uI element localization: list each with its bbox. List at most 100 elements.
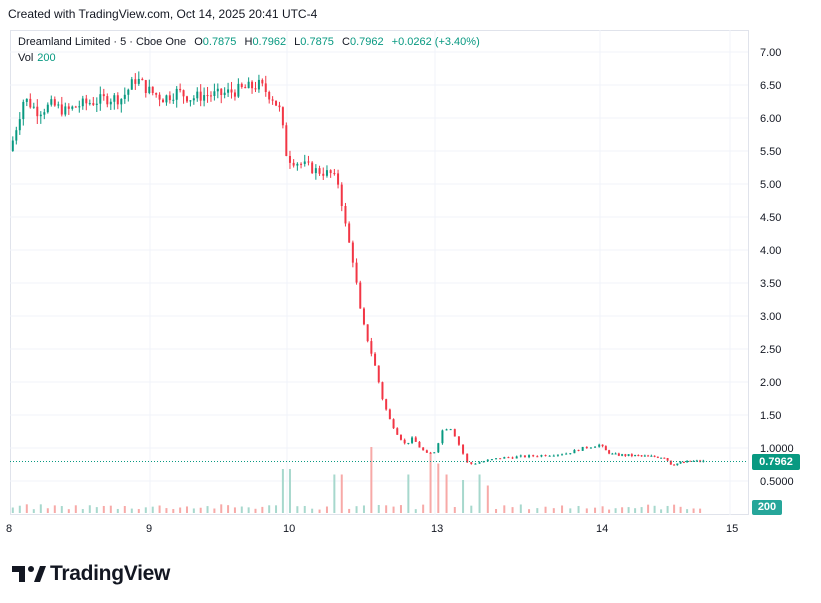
y-tick-label: 3.50 — [760, 278, 781, 290]
candle-body — [552, 455, 555, 457]
volume-bar — [74, 505, 77, 513]
volume-label: Vol — [18, 52, 34, 64]
candle-body — [569, 453, 572, 455]
volume-bar — [206, 506, 209, 513]
candle-body — [230, 89, 233, 93]
candle-body — [151, 86, 154, 93]
volume-bar — [179, 507, 182, 513]
candle-body — [292, 162, 295, 166]
candle-body — [264, 83, 267, 92]
y-tick-label: 7.00 — [760, 47, 781, 59]
volume-bar — [25, 504, 28, 513]
candle-body — [433, 452, 436, 454]
candle-body — [43, 112, 46, 115]
volume-bar — [536, 508, 539, 513]
candle-body — [470, 462, 473, 464]
candle-body — [643, 455, 646, 457]
candle-body — [113, 95, 116, 102]
candle-body — [29, 98, 32, 108]
chart-canvas[interactable]: 7.00 6.50 6.00 5.50 5.00 4.50 4.00 3.50 3.00 2.50… — [0, 0, 821, 560]
volume-bar — [429, 452, 432, 513]
candle-body — [67, 106, 70, 109]
candle-body — [344, 205, 347, 224]
volume-bar — [261, 506, 264, 513]
y-tick-label: 0.5000 — [760, 476, 794, 488]
candle-body — [137, 78, 140, 84]
candle-body — [598, 444, 601, 447]
volume-bar — [577, 505, 580, 513]
candle-body — [192, 98, 195, 101]
y-tick-label: 3.00 — [760, 311, 781, 323]
candle-body — [490, 459, 493, 461]
candle-body — [144, 80, 147, 93]
candle-body — [692, 460, 695, 462]
volume-bar — [199, 507, 202, 513]
candle-body — [449, 429, 452, 431]
volume-bar — [608, 509, 611, 513]
volume-bar — [123, 506, 126, 513]
candle-body — [396, 428, 399, 435]
candle-body — [278, 105, 281, 108]
volume-bar — [621, 507, 624, 513]
volume-bar — [392, 506, 395, 513]
candle-body — [650, 455, 653, 457]
low-value: 0.7875 — [300, 36, 334, 48]
price-candles — [11, 71, 705, 466]
volume-bar — [453, 507, 456, 513]
tradingview-logo-text: TradingView — [50, 562, 171, 585]
candle-body — [109, 101, 112, 105]
candle-body — [388, 409, 391, 420]
candle-body — [307, 161, 310, 163]
volume-bar — [660, 509, 663, 513]
candle-body — [296, 163, 299, 166]
candle-body — [474, 463, 477, 465]
candle-body — [676, 463, 679, 466]
volume-bar — [692, 508, 695, 513]
chart-pane[interactable] — [10, 30, 749, 515]
candle-body — [314, 168, 317, 174]
candle-body — [669, 460, 672, 465]
candle-body — [116, 95, 119, 105]
volume-bar — [653, 505, 656, 513]
candle-body — [15, 130, 18, 141]
change-value: +0.0262 (+3.40%) — [391, 36, 480, 48]
candle-body — [300, 163, 303, 165]
candle-body — [437, 443, 440, 453]
candle-body — [53, 99, 56, 106]
volume-bar — [275, 505, 278, 513]
candle-body — [457, 436, 460, 445]
candle-body — [611, 453, 614, 455]
volume-bar — [679, 506, 682, 513]
y-tick-label: 6.00 — [760, 113, 781, 125]
candle-body — [92, 103, 95, 105]
candle-body — [351, 242, 354, 263]
volume-bar — [88, 505, 91, 513]
candle-body — [64, 106, 67, 115]
candle-body — [165, 95, 168, 103]
symbol-legend: Dreamland Limited · 5 · Cboe One O0.7875… — [18, 36, 480, 48]
volume-bar — [634, 508, 637, 513]
candle-body — [213, 91, 216, 96]
x-tick-label: 13 — [431, 523, 443, 535]
volume-bar — [18, 505, 21, 513]
candle-body — [634, 455, 637, 457]
candle-body — [359, 282, 362, 309]
y-axis-labels: 7.00 6.50 6.00 5.50 5.00 4.50 4.00 3.50 3.00 2.50… — [760, 47, 794, 488]
volume-bar — [478, 474, 481, 513]
volume-bar — [233, 507, 236, 513]
volume-bar — [137, 509, 140, 513]
candle-body — [503, 457, 506, 459]
candle-body — [453, 429, 456, 437]
candle-body — [99, 94, 102, 104]
open-label: O — [194, 36, 203, 48]
volume-bar — [647, 504, 650, 513]
candle-body — [185, 96, 188, 102]
tradingview-logo: TradingView — [12, 560, 170, 588]
candle-body — [507, 457, 510, 459]
volume-bar — [385, 505, 388, 513]
candle-body — [322, 173, 325, 176]
candle-body — [673, 464, 676, 466]
volume-bar — [640, 507, 643, 513]
candle-body — [11, 140, 14, 151]
volume-bar — [185, 506, 188, 513]
